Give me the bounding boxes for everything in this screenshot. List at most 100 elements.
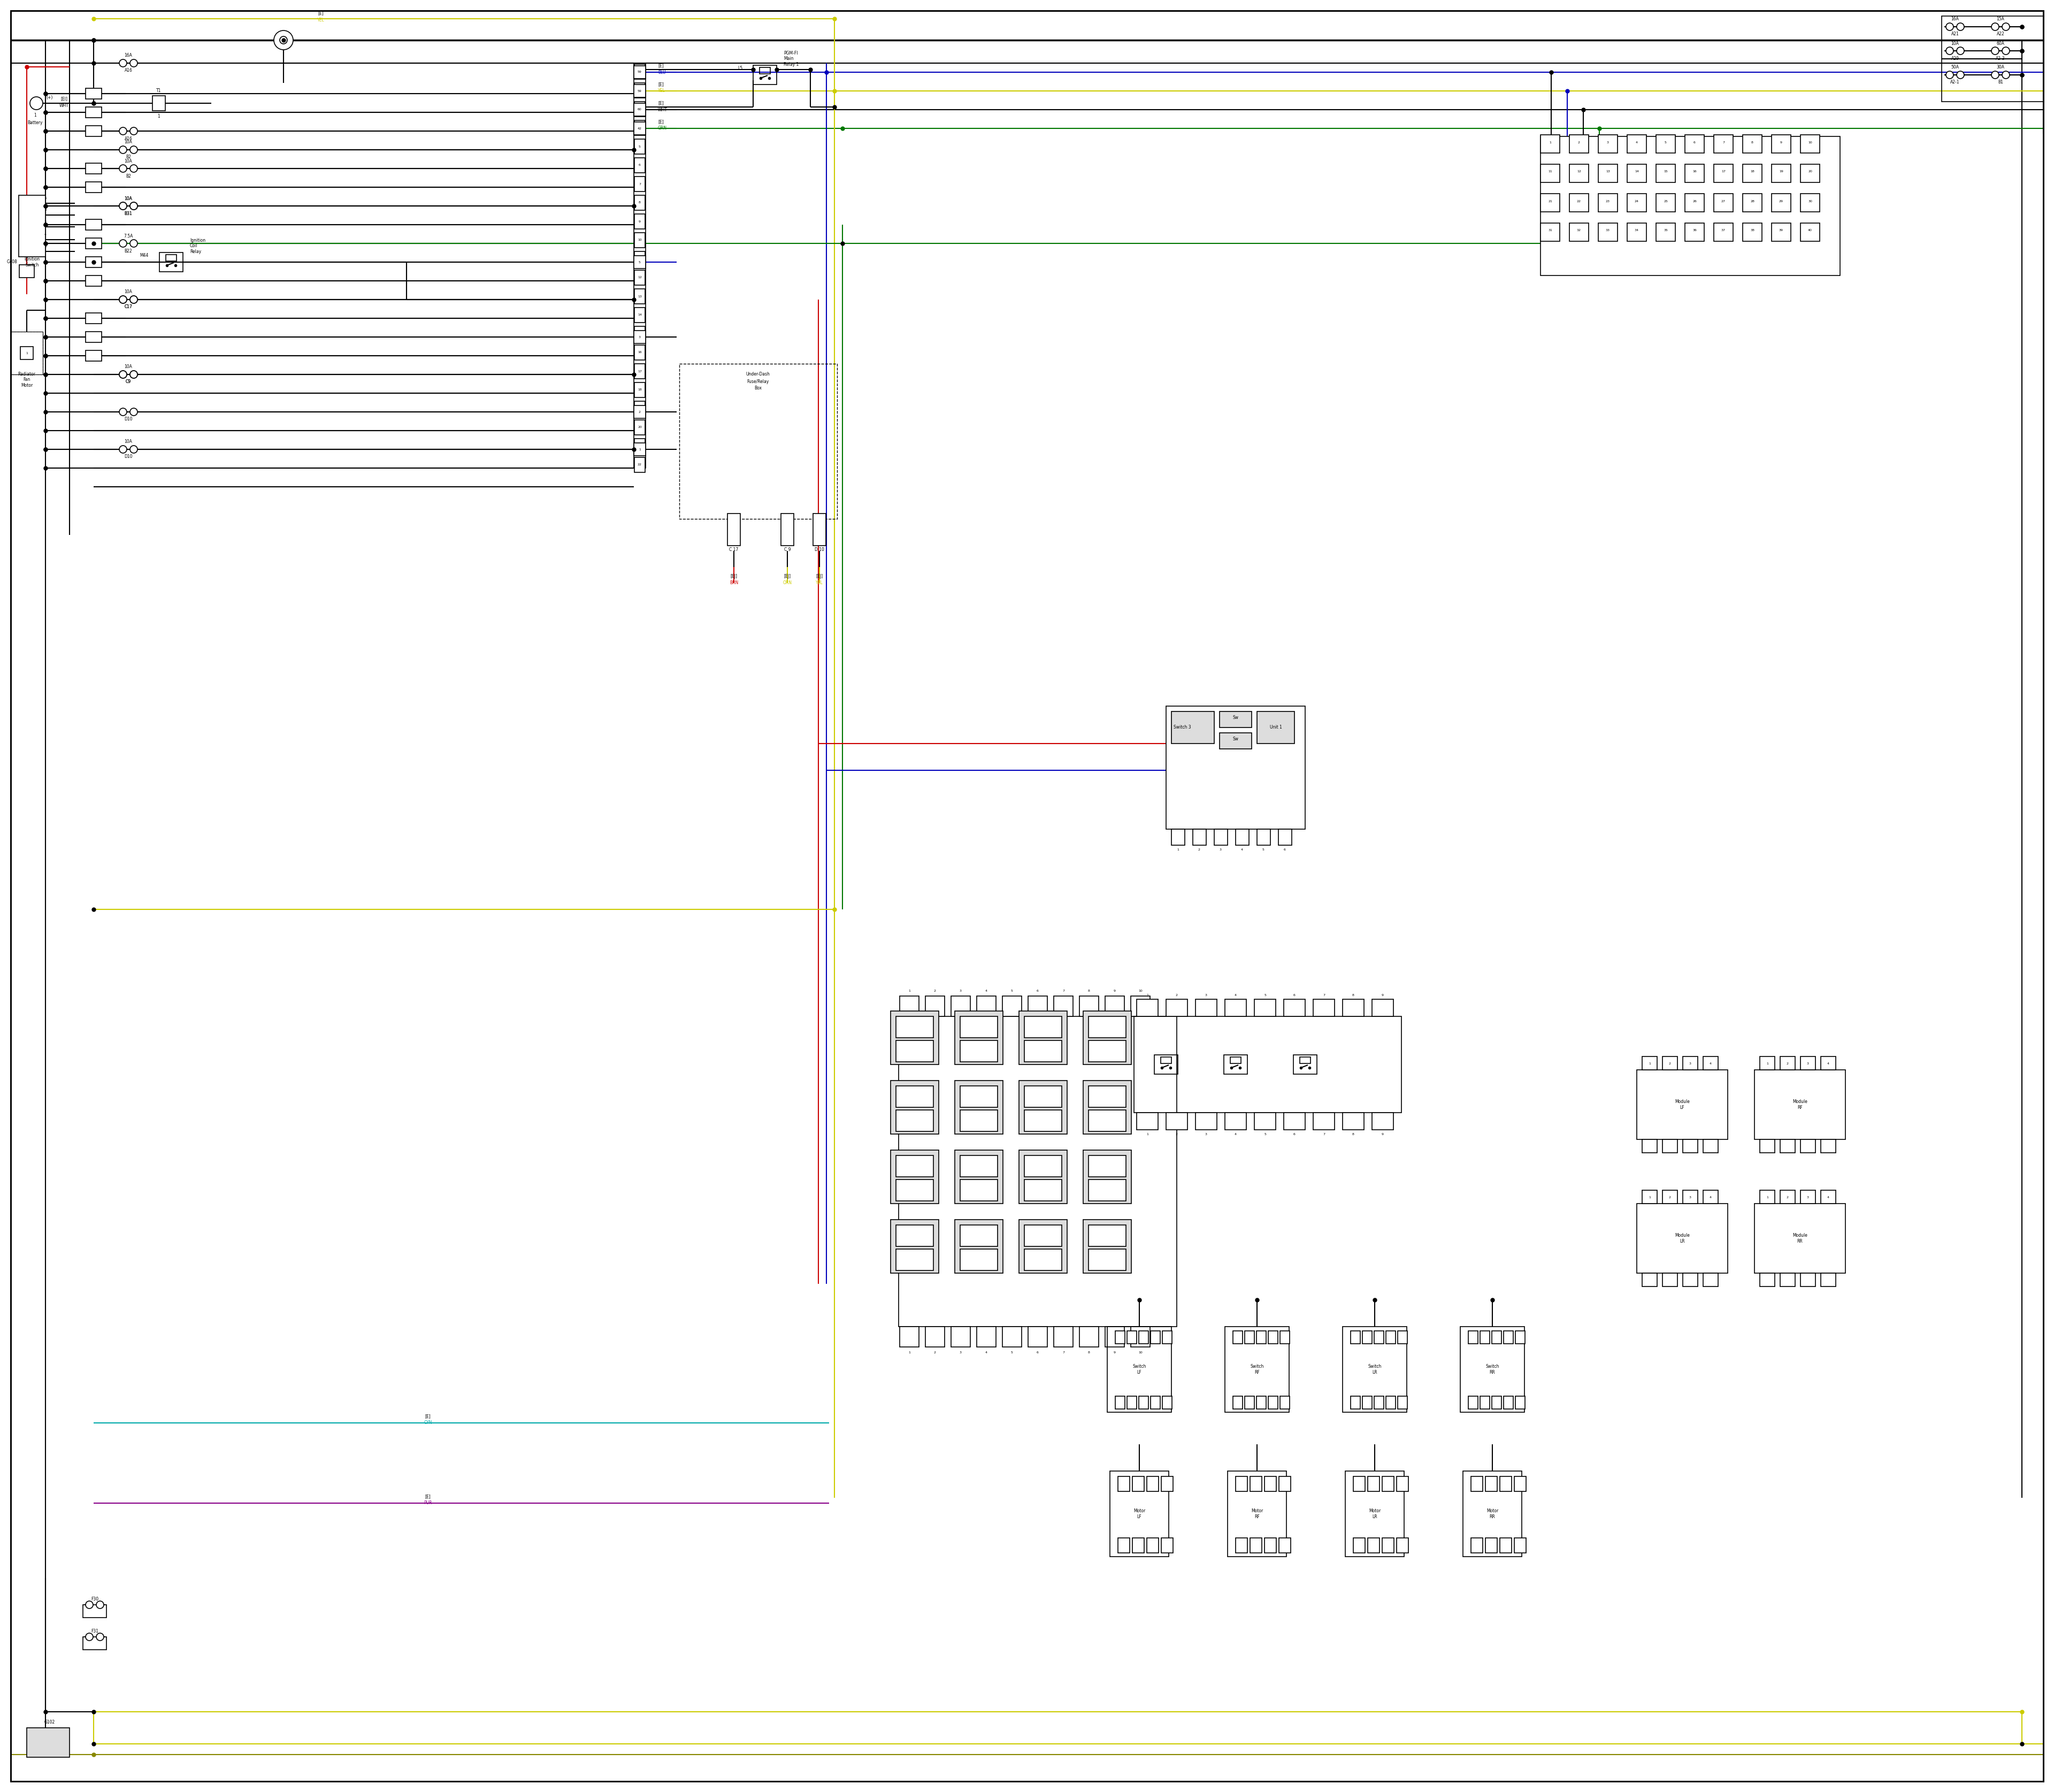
Bar — [1397, 1538, 1409, 1554]
Text: 1: 1 — [908, 989, 910, 993]
Bar — [1150, 1396, 1161, 1409]
Bar — [1362, 1396, 1372, 1409]
Text: 4: 4 — [1234, 993, 1237, 996]
Text: WHT: WHT — [657, 108, 668, 113]
Text: 10A: 10A — [125, 195, 131, 201]
Text: Switch
LF: Switch LF — [1132, 1364, 1146, 1374]
Bar — [1742, 165, 1762, 183]
Bar — [1082, 1150, 1132, 1204]
Text: A22: A22 — [1996, 32, 2005, 36]
Bar — [1684, 194, 1705, 211]
Text: 9: 9 — [1382, 1133, 1384, 1136]
Text: 27: 27 — [1721, 199, 1725, 202]
Circle shape — [1992, 72, 1999, 79]
Bar — [1684, 222, 1705, 242]
Text: M44: M44 — [140, 253, 148, 258]
Text: [E]: [E] — [425, 1414, 431, 1419]
Circle shape — [1957, 23, 1964, 30]
Bar — [1801, 1140, 1816, 1152]
Bar — [1224, 1113, 1247, 1129]
Bar — [1163, 1396, 1173, 1409]
Text: 7: 7 — [1323, 993, 1325, 996]
Text: 4: 4 — [986, 989, 988, 993]
Text: Sw: Sw — [1232, 715, 1239, 720]
Bar — [1251, 1477, 1261, 1491]
Bar — [1089, 1179, 1126, 1201]
Text: 19: 19 — [637, 407, 641, 410]
Bar — [1703, 1190, 1717, 1204]
Bar — [1820, 1057, 1836, 1070]
Bar — [86, 108, 101, 118]
Bar — [955, 1220, 1002, 1272]
Text: CYN: CYN — [423, 1421, 431, 1425]
Bar — [1540, 222, 1559, 242]
Text: 16A: 16A — [125, 54, 131, 57]
Bar — [635, 251, 645, 267]
Bar — [1354, 1538, 1366, 1554]
Text: 14: 14 — [1635, 170, 1639, 174]
Bar — [1089, 1156, 1126, 1177]
Text: C 17: C 17 — [729, 548, 739, 552]
Text: 10: 10 — [1808, 142, 1812, 143]
Bar — [760, 68, 770, 73]
Bar — [1598, 165, 1619, 183]
Text: 1: 1 — [1177, 848, 1179, 851]
Bar — [1516, 1331, 1524, 1344]
Circle shape — [129, 202, 138, 210]
Bar — [1801, 165, 1820, 183]
Bar — [1257, 830, 1269, 846]
Bar — [86, 276, 101, 287]
Bar — [635, 289, 645, 305]
Bar — [1154, 1055, 1177, 1073]
Bar — [1343, 1326, 1407, 1412]
Text: T1: T1 — [156, 88, 162, 93]
Text: Switch
RR: Switch RR — [1485, 1364, 1499, 1374]
Text: 1: 1 — [158, 113, 160, 118]
Bar — [166, 254, 177, 262]
Text: 29: 29 — [1779, 199, 1783, 202]
Bar — [1313, 1113, 1335, 1129]
Bar — [1641, 1190, 1658, 1204]
Text: YEL: YEL — [815, 581, 824, 586]
Bar — [1280, 1396, 1290, 1409]
Bar — [1257, 711, 1294, 744]
Text: 37: 37 — [1721, 229, 1725, 231]
Text: 2: 2 — [1197, 848, 1200, 851]
Bar — [86, 256, 101, 267]
Bar — [1760, 1057, 1775, 1070]
Text: Box: Box — [754, 385, 762, 391]
Text: 6: 6 — [1692, 142, 1697, 143]
Text: 8: 8 — [1352, 993, 1354, 996]
Bar — [1569, 165, 1588, 183]
Bar — [1128, 1396, 1136, 1409]
Bar — [1397, 1396, 1407, 1409]
Bar — [1025, 1226, 1062, 1247]
Bar — [82, 1606, 107, 1618]
Bar — [1019, 1081, 1068, 1134]
Text: 5: 5 — [1011, 1351, 1013, 1353]
Bar — [1019, 1011, 1068, 1064]
Bar — [1171, 711, 1214, 744]
Bar — [1025, 1109, 1062, 1131]
Text: Switch 3: Switch 3 — [1173, 726, 1191, 729]
Bar — [1255, 1000, 1276, 1016]
Bar — [86, 332, 101, 342]
Bar — [1257, 1396, 1265, 1409]
Bar — [635, 326, 645, 340]
Bar — [635, 213, 645, 229]
Circle shape — [2003, 23, 2009, 30]
Bar — [1771, 222, 1791, 242]
Circle shape — [129, 240, 138, 247]
Bar — [1029, 1326, 1048, 1348]
Bar — [1132, 1538, 1144, 1554]
Circle shape — [119, 296, 127, 303]
Bar — [955, 1011, 1002, 1064]
Text: L5: L5 — [737, 66, 741, 70]
Bar — [959, 1156, 998, 1177]
Text: Radiator
Fan
Motor: Radiator Fan Motor — [18, 371, 35, 387]
Bar — [1257, 1331, 1265, 1344]
Circle shape — [119, 59, 127, 66]
Text: 2: 2 — [1668, 1063, 1672, 1064]
Bar — [1195, 1113, 1216, 1129]
Text: 7: 7 — [1062, 989, 1064, 993]
